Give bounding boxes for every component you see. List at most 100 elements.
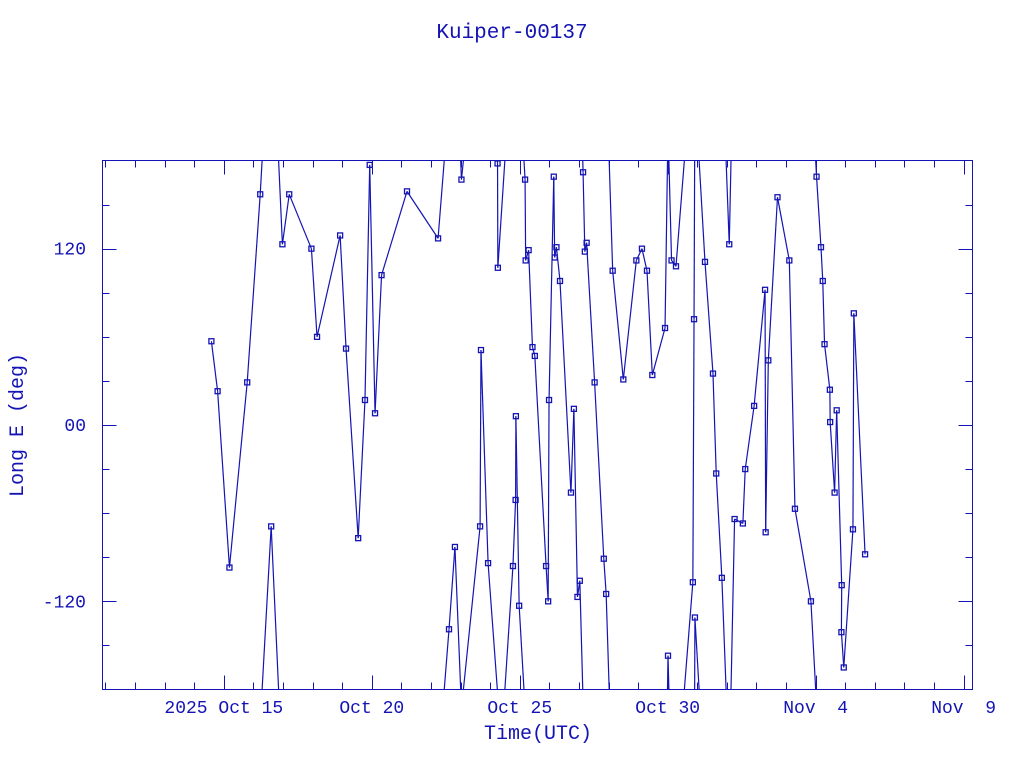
data-point — [664, 652, 672, 659]
data-point — [477, 346, 485, 354]
line-segment — [853, 313, 866, 555]
plot-frame — [102, 160, 973, 690]
line-segment — [667, 655, 670, 690]
data-point — [813, 173, 820, 180]
data-point — [553, 244, 560, 251]
tick-labels: 2025 Oct 15 Oct 20 Oct 25 Oct 30 Nov 4 Nov 9 1… — [43, 241, 996, 719]
line-segment — [515, 416, 520, 606]
data-point — [279, 241, 286, 248]
data-point — [556, 277, 564, 285]
data-point — [445, 626, 453, 633]
line-segment — [810, 601, 817, 690]
data-point — [709, 370, 717, 377]
data-point — [718, 574, 726, 581]
data-point — [827, 418, 834, 426]
data-point — [268, 523, 275, 530]
data-point — [672, 263, 680, 270]
series-line — [210, 160, 866, 690]
data-point — [840, 664, 847, 671]
data-point — [690, 316, 698, 323]
data-point — [521, 176, 529, 183]
line-segment — [281, 194, 290, 245]
y-tick-label: -120 — [43, 593, 86, 613]
data-point — [731, 515, 738, 523]
line-segment — [693, 160, 696, 320]
data-point — [849, 526, 857, 533]
line-segment — [454, 546, 462, 690]
line-segment — [822, 280, 826, 345]
line-segment — [692, 319, 695, 583]
line-segment — [744, 405, 755, 470]
y-tick-label: 00 — [64, 417, 86, 437]
data-point — [633, 257, 640, 264]
series-markers — [208, 160, 869, 671]
data-point — [522, 257, 529, 264]
data-point — [214, 388, 221, 395]
line-segment — [725, 160, 730, 245]
x-tick-label: Nov 9 — [931, 699, 996, 719]
data-point — [649, 371, 656, 379]
data-point — [821, 341, 828, 348]
data-point — [620, 376, 627, 383]
line-segment — [524, 179, 527, 261]
line-segment — [646, 270, 653, 376]
data-point — [342, 345, 350, 352]
line-segment — [594, 382, 605, 559]
line-segment — [523, 160, 526, 180]
data-point — [579, 169, 587, 176]
line-segment — [834, 410, 838, 493]
line-segment — [764, 289, 767, 533]
data-point — [355, 534, 362, 542]
line-segment — [608, 160, 614, 271]
y-axis-label: Long E (deg) — [7, 353, 30, 497]
line-segment — [528, 250, 534, 348]
data-point — [509, 562, 517, 570]
x-tick-label: Oct 25 — [487, 699, 552, 719]
data-point — [361, 396, 369, 404]
line-segment — [730, 519, 736, 690]
line-segment — [582, 172, 586, 252]
line-segment — [742, 469, 746, 524]
data-point — [545, 598, 552, 605]
data-point — [807, 598, 815, 605]
line-segment — [406, 191, 439, 239]
data-point — [583, 239, 590, 246]
line-segment — [555, 247, 561, 282]
data-point — [739, 520, 747, 527]
y-tick-label: 120 — [54, 241, 86, 261]
data-point — [484, 559, 492, 567]
line-segment — [612, 270, 624, 380]
data-point — [742, 465, 749, 473]
data-point — [494, 264, 501, 271]
data-point — [525, 246, 532, 254]
line-segment — [497, 160, 506, 268]
data-point — [550, 173, 557, 180]
line-segment — [357, 399, 366, 539]
line-segment — [704, 261, 714, 374]
line-segment — [460, 160, 465, 180]
line-segment — [448, 546, 456, 630]
line-segment — [380, 191, 408, 276]
line-segment — [270, 526, 280, 690]
data-point — [774, 194, 781, 201]
line-segment — [788, 260, 796, 509]
line-segment — [437, 160, 445, 239]
line-segment — [586, 242, 596, 383]
line-segment — [815, 176, 822, 248]
line-segment — [288, 194, 312, 249]
line-segment — [820, 247, 824, 282]
line-segment — [228, 382, 248, 568]
line-segment — [668, 160, 673, 261]
data-point — [574, 593, 581, 601]
data-point — [542, 562, 550, 570]
line-segment — [504, 566, 514, 690]
data-point — [833, 407, 840, 414]
line-segment — [683, 582, 694, 690]
line-segment — [765, 360, 769, 533]
line-segment — [641, 248, 648, 271]
line-segment — [829, 422, 836, 493]
data-point — [850, 310, 857, 317]
data-point — [244, 379, 251, 386]
line-segment — [734, 518, 744, 524]
